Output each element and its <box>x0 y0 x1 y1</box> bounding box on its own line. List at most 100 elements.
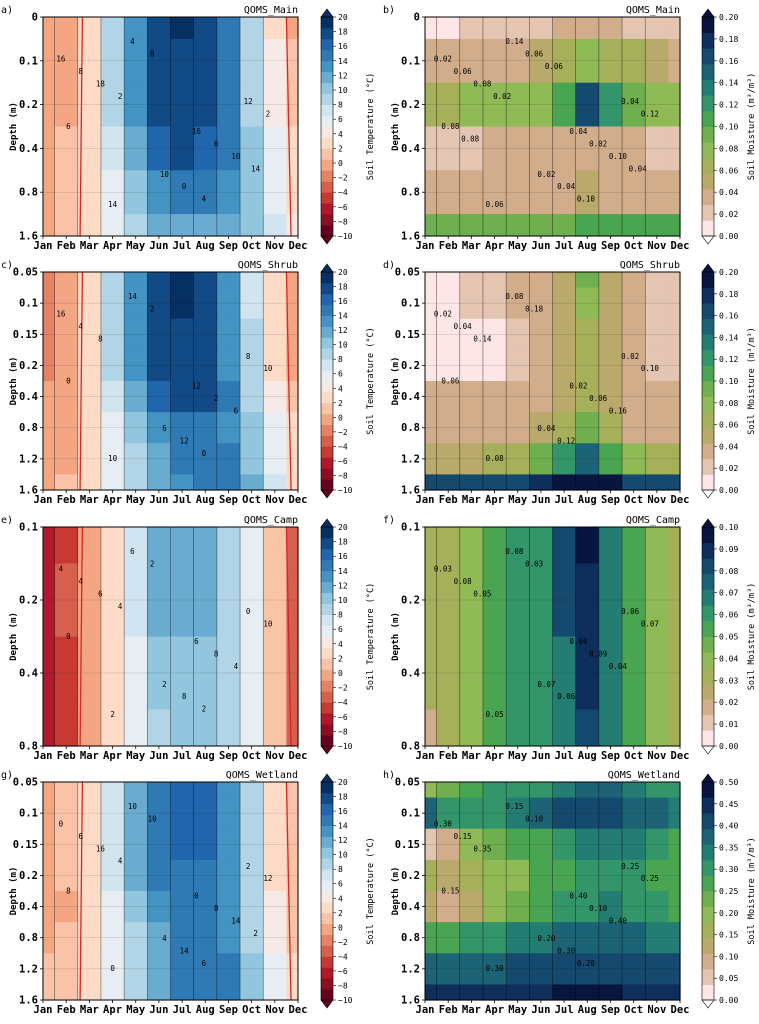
heat-cell <box>622 443 646 476</box>
heat-cell <box>216 527 241 565</box>
heat-cell <box>482 443 507 476</box>
heat-cell <box>263 17 288 40</box>
heat-cell <box>43 443 56 476</box>
heat-cell <box>436 527 461 565</box>
x-tick-label: Mar <box>80 494 99 506</box>
contour-label: 0.04 <box>557 182 576 191</box>
heat-cell <box>286 214 299 237</box>
heat-cell <box>54 797 79 830</box>
heat-cell <box>425 709 438 747</box>
contour-label: 0.04 <box>569 127 588 136</box>
panel-letter: f) <box>383 515 395 526</box>
contour-label: 2 <box>110 710 115 719</box>
heat-cell <box>77 527 102 565</box>
colorbar-segment <box>702 110 714 127</box>
colorbar-tick-label: 2 <box>338 654 343 663</box>
heat-cell <box>124 797 148 830</box>
heat-cell <box>436 381 461 413</box>
colorbar-extend-bottom <box>320 235 334 245</box>
heat-cell <box>506 170 530 215</box>
x-tick-label: Aug <box>578 750 597 762</box>
heat-cell <box>598 287 623 320</box>
contour-label: 0.12 <box>641 110 659 119</box>
contour-label: 0.08 <box>486 454 505 463</box>
colorbar-segment <box>321 956 333 968</box>
x-tick-label: Feb <box>439 750 458 762</box>
panel-d: 0.020.020.080.020.040.040.060.080.100.12… <box>383 260 757 506</box>
heat-cell <box>77 38 102 84</box>
y-tick-label: 0.8 <box>401 422 420 434</box>
y-tick-label: 0.2 <box>19 870 38 882</box>
x-tick-label: Jan <box>34 1004 53 1016</box>
contour-label: 0.10 <box>641 364 660 373</box>
heat-cell <box>216 349 241 382</box>
colorbar-segment <box>702 699 714 716</box>
x-tick-label: Nov <box>647 1004 666 1016</box>
x-tick-label: May <box>508 750 528 762</box>
heat-cell <box>668 984 681 1001</box>
heat-cell <box>575 709 600 747</box>
heat-cell <box>506 318 530 351</box>
heat-cell <box>263 214 288 237</box>
heat-cell <box>459 891 484 923</box>
x-tick-label: May <box>508 494 528 506</box>
heat-cell <box>100 82 125 128</box>
colorbar-segment <box>702 48 714 65</box>
heat-cell <box>436 38 461 84</box>
colorbar-segment <box>702 937 714 954</box>
heat-cell <box>668 214 681 237</box>
heat-cell <box>263 636 288 711</box>
y-tick-label: 1.6 <box>19 231 38 243</box>
colorbar-tick-label: 4 <box>338 640 343 649</box>
heat-cell <box>43 563 56 638</box>
heat-cell <box>147 859 172 892</box>
x-tick-label: Jul <box>173 240 192 252</box>
heat-cell <box>598 709 623 747</box>
heat-cell <box>436 170 461 215</box>
heat-cell <box>529 563 554 638</box>
colorbar-segment <box>321 548 333 561</box>
colorbar-segment <box>702 953 714 970</box>
heat-cell <box>436 318 461 351</box>
colorbar-segment <box>702 620 714 637</box>
heat-cell <box>482 709 507 747</box>
heat-cell <box>263 349 288 382</box>
y-tick-label: 0.8 <box>19 422 38 434</box>
heat-cell <box>286 17 299 40</box>
heat-cell <box>552 170 577 215</box>
heat-cell <box>482 272 507 289</box>
contour-label: 0 <box>66 377 71 386</box>
heat-cell <box>575 891 600 923</box>
heat-cell <box>575 527 600 565</box>
heat-cell <box>459 318 484 351</box>
heat-cell <box>459 527 484 565</box>
contour-label: 6 <box>202 959 207 968</box>
heat-cell <box>240 318 264 351</box>
y-tick-label: 0.15 <box>13 839 38 851</box>
colorbar-tick-label: 0.02 <box>719 464 738 473</box>
contour-label: 0.08 <box>461 135 480 144</box>
colorbar-tick-label: −8 <box>338 981 348 990</box>
heat-cell <box>482 797 507 830</box>
heat-cell <box>240 953 264 986</box>
heat-cell <box>529 636 554 711</box>
heat-cell <box>552 272 577 289</box>
heat-cell <box>240 527 264 565</box>
colorbar-segment <box>321 614 333 626</box>
colorbar-tick-label: 0.50 <box>719 778 738 787</box>
heat-cell <box>506 349 530 382</box>
heat-cell <box>575 170 600 215</box>
x-tick-label: Apr <box>485 240 504 252</box>
y-tick-label: 0.1 <box>401 55 420 67</box>
heat-cell <box>124 272 148 289</box>
colorbar-segment <box>321 137 333 149</box>
colorbar-extend-top <box>320 773 334 783</box>
heat-cell <box>54 782 79 799</box>
heat-cell <box>286 318 299 351</box>
heat-cell <box>425 859 438 892</box>
colorbar-tick-label: −6 <box>338 713 348 722</box>
colorbar-tick-label: 6 <box>338 625 343 634</box>
heat-cell <box>216 984 241 1001</box>
x-tick-label: Aug <box>196 1004 215 1016</box>
heat-cell <box>436 636 461 711</box>
